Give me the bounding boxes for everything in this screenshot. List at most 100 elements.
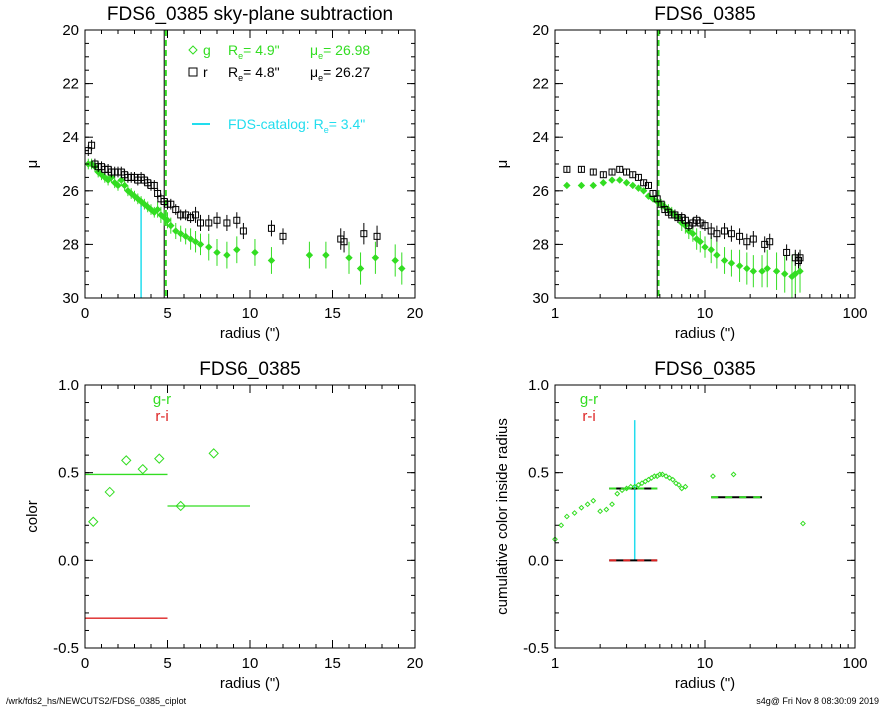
data-point-gr [154,453,165,464]
y-tick-label: 22 [532,76,549,93]
data-point-r [796,254,804,262]
data-point-g [153,205,162,214]
data-point-r [88,141,96,149]
data-point-g [205,243,213,251]
data-point-g [186,235,195,243]
x-tick-label: 0 [81,655,89,672]
data-point-g [707,246,715,254]
chart-title: FDS6_0385 [199,359,300,380]
x-tick-label: 1 [551,655,559,672]
legend-gr-label: g-r [580,391,598,408]
data-point-g [791,270,800,278]
data-point-g [735,262,744,270]
data-point-r [205,219,213,227]
data-point-gr [614,490,621,497]
x-tick-label: 5 [163,655,171,672]
data-point-gr [175,500,186,512]
data-point-r [279,232,287,240]
data-point-gr [666,475,673,481]
y-tick-label: -0.5 [523,640,549,657]
data-point-g [608,176,616,184]
data-point-gr [730,471,737,478]
data-point-g [772,267,781,275]
y-tick-label: 0.5 [528,465,549,482]
y-tick-label: 30 [532,290,549,307]
y-axis-label: μ [494,160,511,169]
data-point-g [577,181,586,190]
data-point-r [177,211,185,219]
data-point-r [653,195,661,203]
y-tick-label: 26 [62,183,79,200]
data-point-g [251,248,259,257]
data-point-r [749,235,757,243]
x-tick-label: 20 [407,655,424,672]
data-point-g [233,246,241,254]
legend-r-mue: μe= 26.27 [310,64,370,83]
data-point-gr [678,485,685,492]
data-point-gr [584,501,591,508]
x-axis-label: radius (") [220,675,280,692]
data-point-g [727,259,736,267]
data-point-g [749,267,758,275]
data-point-g [345,254,353,262]
legend-ri-label: r-i [155,408,168,425]
data-point-g [720,256,729,265]
x-tick-label: 15 [324,305,341,322]
data-point-g [167,221,175,230]
data-point-gr [627,483,634,490]
data-point-gr [563,513,570,520]
data-point-g [398,264,406,273]
legend-g-mue: μe= 26.98 [310,42,370,61]
data-point-gr [710,473,716,480]
data-point-r [167,200,175,208]
data-point-g [763,264,771,273]
data-point-r [233,216,241,224]
x-tick-label: 20 [407,305,424,322]
data-point-r [608,168,616,176]
data-point-r [267,224,275,232]
data-point-r [360,230,368,238]
data-point-gr [800,520,806,527]
data-point-g [713,251,721,259]
data-point-gr [635,482,642,488]
y-tick-label: 0.0 [58,552,79,569]
legend-g-label: g [203,42,211,58]
data-point-r [783,248,791,256]
x-axis-label: radius (") [220,325,280,342]
data-point-g [176,229,185,238]
data-point-g [758,267,766,275]
data-point-gr [571,510,578,516]
data-point-g [356,264,365,273]
data-point-gr [659,471,666,478]
data-point-g [191,238,200,246]
data-point-g [701,243,709,251]
data-point-g [371,254,380,262]
data-point-r [649,189,657,197]
data-point-g [114,181,122,190]
data-point-r [616,165,624,173]
data-point-g [305,251,314,259]
data-point-g [743,264,751,273]
data-point-r [239,227,247,235]
data-point-g [223,251,231,259]
x-axis-label: radius (") [675,325,735,342]
x-tick-label: 10 [242,655,259,672]
y-tick-label: 22 [62,76,79,93]
x-tick-label: 10 [242,305,259,322]
data-point-gr [104,486,115,498]
legend-gr-label: g-r [153,391,171,408]
x-tick-label: 100 [842,305,867,322]
x-tick-label: 10 [697,655,714,672]
data-point-g [639,187,648,195]
data-point-r [340,238,348,246]
data-point-r [766,238,774,246]
y-axis-label: color [24,500,41,533]
data-point-g [629,181,637,190]
plot-frame [84,384,416,649]
legend-r-label: r [203,64,208,80]
data-point-g [622,179,631,187]
data-point-gr [676,482,682,488]
data-point-gr [673,480,679,487]
data-point-g [196,240,205,249]
data-point-r [373,232,381,240]
